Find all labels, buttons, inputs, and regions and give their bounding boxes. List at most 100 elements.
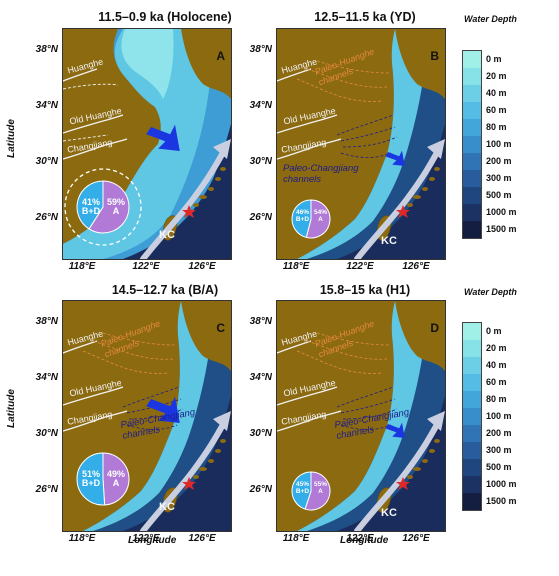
river-line: [277, 410, 342, 432]
legend-tick-label: 0 m: [486, 326, 502, 336]
pie-slice-bd: [76, 180, 104, 230]
ryukyu-island: [208, 187, 214, 191]
pie-slice-a: [102, 452, 130, 506]
ryukyu-island: [199, 467, 207, 471]
legend-title-bottom: Water Depth: [464, 287, 517, 297]
legend-tick-label: 300 m: [486, 445, 512, 455]
lat-tick-label: 38°N: [249, 44, 272, 55]
pie-label-a: 54% A: [313, 209, 327, 223]
map-panel-a: A Huanghe Old Huanghe Changjiang KC 41% B+D 59…: [62, 28, 232, 260]
sediment-flux-arrow: [385, 150, 405, 166]
legend-tick-label: 20 m: [486, 71, 507, 81]
ryukyu-island: [407, 203, 413, 207]
map-svg: [277, 301, 445, 531]
lat-tick-label: 30°N: [35, 156, 58, 167]
lat-tick-label: 30°N: [249, 428, 272, 439]
lat-tick-label: 26°N: [35, 212, 58, 223]
colorbar-swatch: [463, 204, 481, 221]
lon-tick-label: 118°E: [282, 261, 310, 272]
lat-tick-label: 30°N: [249, 156, 272, 167]
legend-tick-label: 80 m: [486, 394, 507, 404]
colorbar-swatch: [463, 425, 481, 442]
colorbar-swatch: [463, 119, 481, 136]
lat-tick-label: 26°N: [249, 484, 272, 495]
kuroshio-arrow-head: [427, 411, 445, 431]
map-panel-c: C Huanghe Old Huanghe Changjiang Paleo-Huang…: [62, 300, 232, 532]
ryukyu-island: [215, 449, 221, 453]
continental-shelf: [297, 29, 427, 259]
colorbar-swatch: [463, 102, 481, 119]
deep-ocean: [123, 396, 231, 531]
kuroshio-label: KC: [381, 507, 397, 519]
colorbar-swatch: [463, 374, 481, 391]
lat-tick-label: 34°N: [35, 372, 58, 383]
panel-title-b: 12.5–11.5 ka (YD): [314, 10, 416, 24]
ryukyu-island: [215, 177, 221, 181]
pie-label-a: 59% A: [106, 197, 125, 217]
paleo-huanghe-channel: [306, 68, 388, 88]
river-line: [277, 386, 338, 406]
legend-tick-label: 60 m: [486, 105, 507, 115]
pie-slice-a: [305, 199, 331, 239]
paleo-changjiang-channel: [128, 408, 184, 420]
shallow-sea: [121, 29, 174, 99]
colorbar-swatch: [463, 68, 481, 85]
sediment-flux-arrow: [146, 124, 180, 151]
core-site-star: [396, 477, 410, 490]
legend-tick-label: 0 m: [486, 54, 502, 64]
river-line: [63, 340, 98, 354]
colorbar-swatch: [463, 51, 481, 68]
deep-ocean: [337, 124, 445, 259]
river-line: [63, 114, 124, 134]
depth-colorbar-top: [462, 50, 482, 239]
panel-letter: A: [216, 49, 225, 63]
pie-slice-bd: [291, 199, 312, 239]
pie-label-a: 55% A: [313, 481, 327, 495]
x-axis-title-left: Longitude: [128, 535, 177, 546]
ryukyu-island: [193, 203, 199, 207]
kuroshio-current-arrow: [140, 146, 228, 259]
river-line: [277, 114, 338, 134]
lat-tick-label: 30°N: [35, 428, 58, 439]
sediment-flux-arrow: [385, 422, 405, 438]
lat-tick-label: 38°N: [249, 316, 272, 327]
kuroshio-current-arrow: [354, 418, 442, 531]
colorbar-swatch: [463, 170, 481, 187]
lon-tick-label: 126°E: [402, 261, 430, 272]
kuroshio-label: KC: [381, 235, 397, 247]
legend-tick-label: 1500 m: [486, 224, 517, 234]
river-line: [277, 138, 342, 160]
ryukyu-island: [193, 475, 199, 479]
y-axis-title-bottom: Latitude: [6, 389, 17, 428]
legend-tick-label: 1000 m: [486, 479, 517, 489]
ryukyu-island: [407, 475, 413, 479]
legend-tick-label: 80 m: [486, 122, 507, 132]
colorbar-swatch: [463, 323, 481, 340]
colorbar-swatch: [463, 493, 481, 510]
river-line: [63, 410, 128, 432]
paleo-changjiang-channel: [340, 398, 396, 414]
kuroshio-current-arrow: [140, 418, 228, 531]
ryukyu-island: [220, 439, 226, 443]
korea-land: [395, 301, 445, 371]
panel-letter: D: [430, 321, 439, 335]
ryukyu-island: [199, 195, 207, 199]
ryukyu-island: [220, 167, 226, 171]
paleo-huanghe-channel: [306, 340, 388, 360]
lon-tick-label: 122°E: [346, 533, 374, 544]
panel-title-d: 15.8–15 ka (H1): [319, 283, 411, 297]
paleo-changjiang-channel: [342, 136, 398, 148]
paleo-changjiang-label: Paleo-Changjiang channels: [283, 163, 359, 185]
map-svg: [277, 29, 445, 259]
core-site-star: [396, 205, 410, 218]
lon-tick-label: 122°E: [346, 261, 374, 272]
kuroshio-arrow-head: [213, 139, 231, 159]
pie-label-bd: 45% B+D: [295, 481, 310, 495]
map-panel-d: D Huanghe Old Huanghe Changjiang Paleo-Huang…: [276, 300, 446, 532]
x-axis-title-right: Longitude: [340, 535, 389, 546]
legend-tick-label: 200 m: [486, 156, 512, 166]
colorbar-swatch: [463, 391, 481, 408]
deep-ocean: [123, 124, 231, 259]
continental-shelf: [297, 301, 427, 531]
kuroshio-arrow-head: [427, 139, 445, 159]
